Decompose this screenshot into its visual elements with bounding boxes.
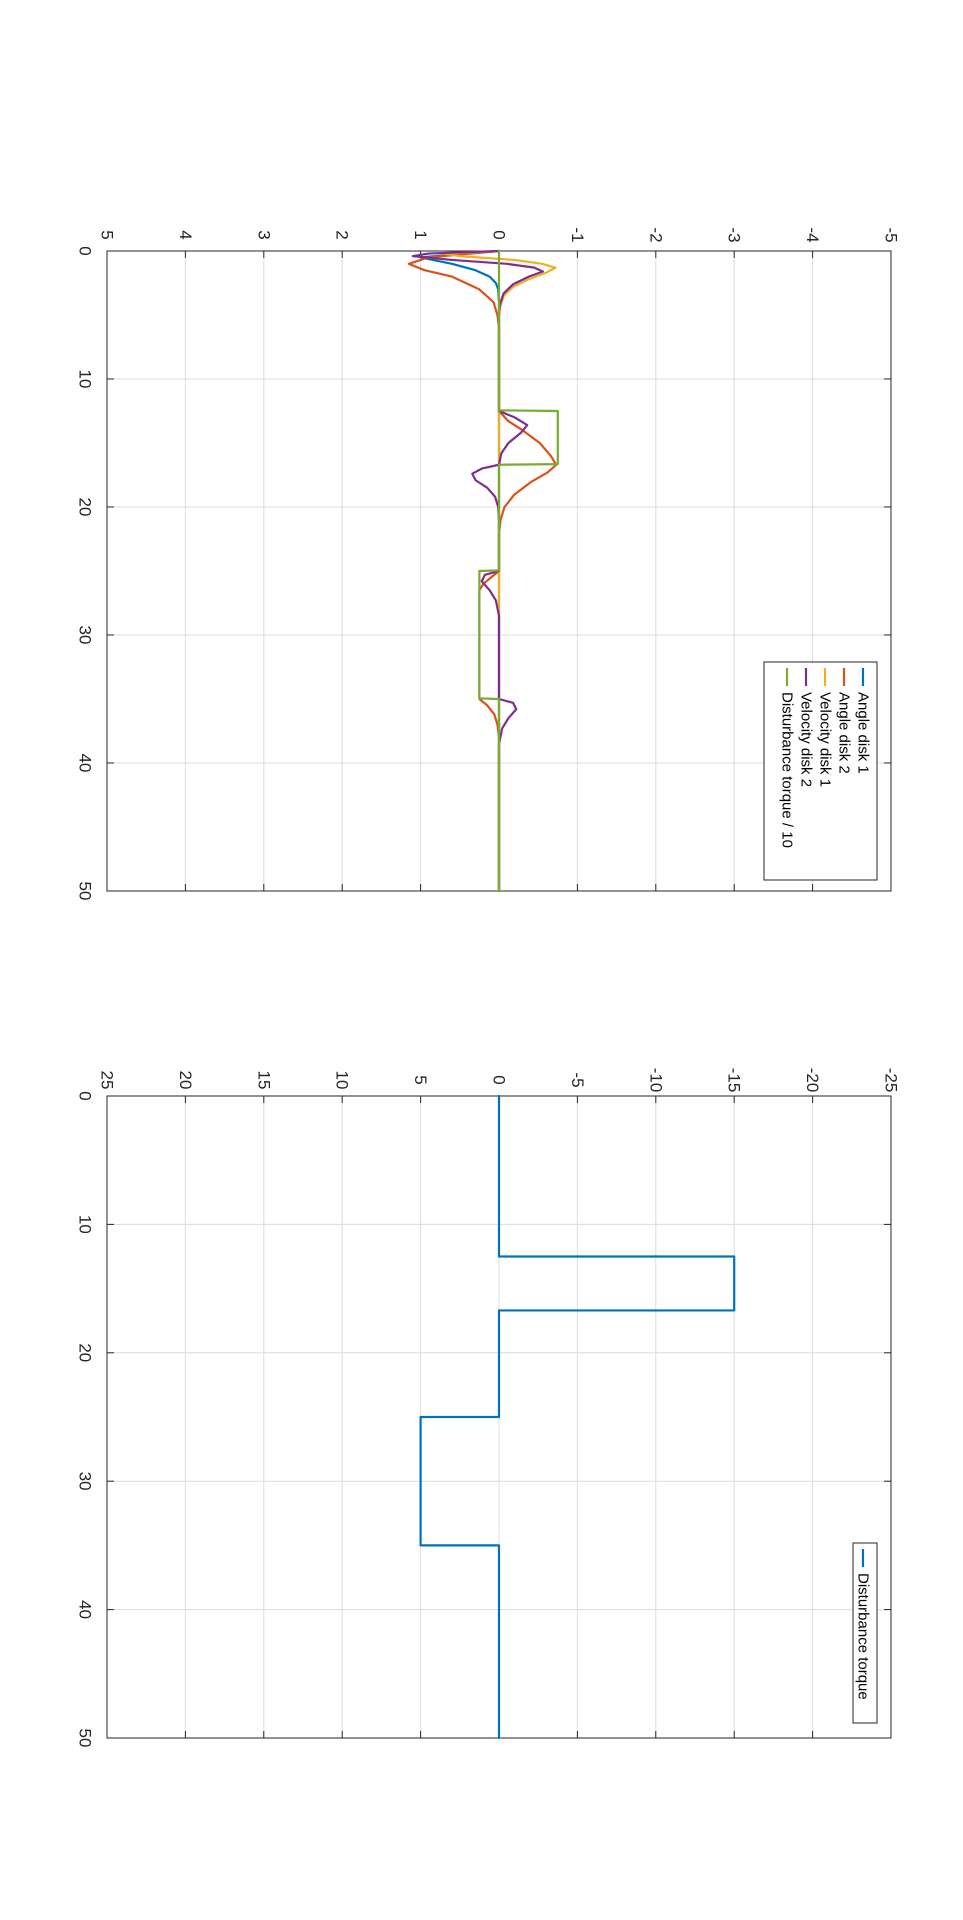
series-line xyxy=(411,249,544,893)
legend-box xyxy=(763,661,878,881)
chart-top-axes: 0 10 20 30 40 50 -5 -4 -3 -2 -1 0 1 2 3 4 5 Angle disk 1A… xyxy=(76,227,901,900)
y-tick-label: 5 xyxy=(98,230,117,239)
series-lines xyxy=(419,1094,736,1740)
legend-label: Angle disk 1 xyxy=(855,692,872,774)
x-tick-label: 40 xyxy=(76,1600,95,1619)
y-tick-label: 15 xyxy=(254,1071,273,1090)
y-tick-label: -25 xyxy=(882,1068,901,1093)
y-tick-label: -20 xyxy=(803,1068,822,1093)
x-tick-label: 20 xyxy=(76,498,95,517)
y-tick-label: 1 xyxy=(411,230,430,239)
y-tick-label: -10 xyxy=(646,1068,665,1093)
y-tick-label: -4 xyxy=(803,227,822,242)
x-tick-label: 0 xyxy=(76,1091,95,1100)
x-tick-label: 10 xyxy=(76,370,95,389)
y-tick-label: -15 xyxy=(725,1068,744,1093)
series-line xyxy=(478,249,559,893)
x-tick-label: 10 xyxy=(76,1215,95,1234)
x-tick-label: 40 xyxy=(76,754,95,773)
y-tick-label: -1 xyxy=(568,227,587,242)
y-tick-label: -5 xyxy=(568,1072,587,1087)
series-lines xyxy=(407,249,559,893)
legend: Disturbance torque xyxy=(852,1542,878,1724)
y-tick-label: 2 xyxy=(333,230,352,239)
legend-box xyxy=(852,1542,878,1724)
y-tick-label: -5 xyxy=(882,227,901,242)
legend-label: Disturbance torque / 10 xyxy=(779,692,796,848)
legend-label: Velocity disk 1 xyxy=(817,692,834,787)
legend-label: Angle disk 2 xyxy=(836,692,853,774)
y-tick-label: 3 xyxy=(254,230,273,239)
x-tick-label: 20 xyxy=(76,1343,95,1362)
y-tick-label: -2 xyxy=(646,227,665,242)
chart-bottom-axes: 0 10 20 30 40 50 -25 -20 -15 -10 -5 0 5 10 15 20 25 Distu… xyxy=(76,1068,901,1748)
y-tick-label: 20 xyxy=(176,1071,195,1090)
y-tick-label: 10 xyxy=(333,1071,352,1090)
x-tick-label: 30 xyxy=(76,1472,95,1491)
x-tick-label: 50 xyxy=(76,1729,95,1748)
x-tick-label: 30 xyxy=(76,626,95,645)
legend-label: Disturbance torque xyxy=(855,1573,872,1700)
series-line xyxy=(419,1094,736,1740)
y-tick-label: -3 xyxy=(725,227,744,242)
x-tick-label: 50 xyxy=(76,882,95,901)
y-tick-label: 4 xyxy=(176,230,195,239)
legend-label: Velocity disk 2 xyxy=(798,692,815,787)
y-tick-label: 25 xyxy=(98,1071,117,1090)
y-tick-label: 5 xyxy=(411,1075,430,1084)
y-tick-label: 0 xyxy=(490,230,509,239)
y-tick-label: 0 xyxy=(490,1075,509,1084)
x-tick-label: 0 xyxy=(76,246,95,255)
